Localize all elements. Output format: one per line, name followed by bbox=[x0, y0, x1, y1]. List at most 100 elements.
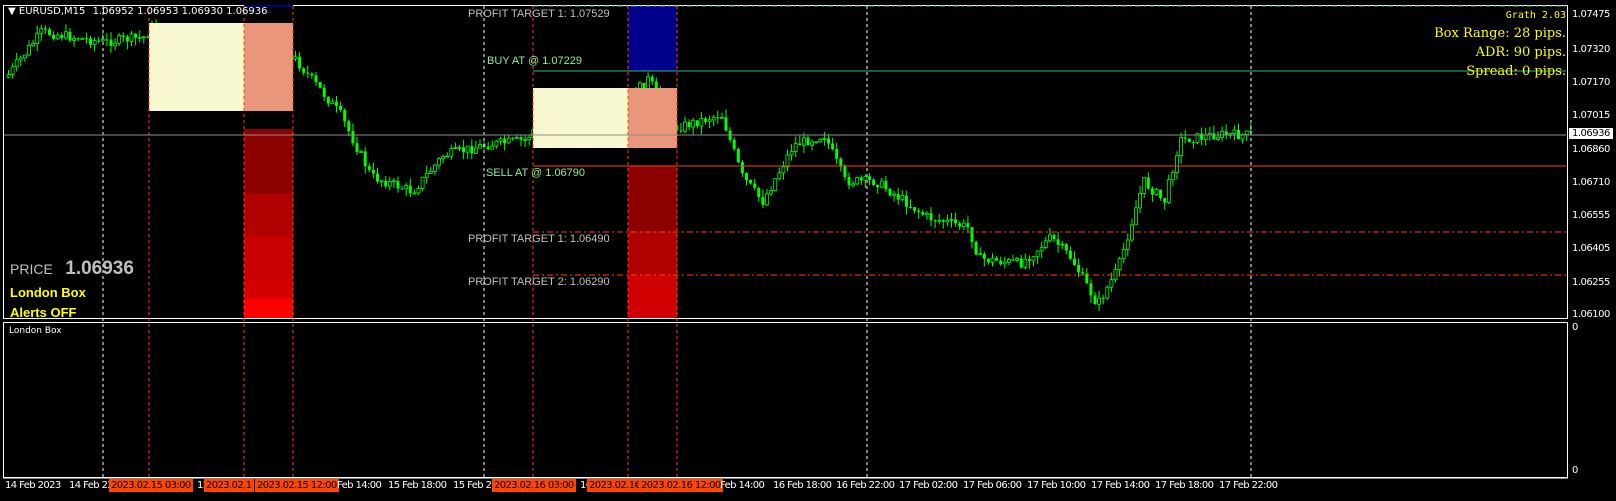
candle bbox=[511, 136, 515, 141]
candle bbox=[379, 179, 384, 187]
candle bbox=[1064, 242, 1068, 255]
candle bbox=[831, 137, 835, 151]
indicator-name: London Box bbox=[10, 285, 86, 300]
candle bbox=[1220, 126, 1224, 142]
candle bbox=[814, 141, 819, 144]
subwindow-scale-top: 0 bbox=[1572, 322, 1579, 333]
alerts-status[interactable]: Alerts OFF bbox=[10, 305, 77, 320]
candle bbox=[1171, 169, 1175, 186]
candle bbox=[1150, 186, 1154, 202]
candle bbox=[89, 35, 92, 49]
candle bbox=[1224, 124, 1228, 140]
candle bbox=[1125, 233, 1130, 257]
candle bbox=[925, 210, 929, 220]
candle bbox=[105, 33, 109, 47]
candle bbox=[876, 184, 880, 194]
candle bbox=[113, 38, 117, 51]
candle bbox=[1191, 140, 1195, 149]
time-axis-label: 17 Feb 22:00 bbox=[1219, 480, 1278, 491]
candle bbox=[835, 142, 839, 165]
candle bbox=[851, 181, 855, 188]
candle bbox=[1109, 272, 1114, 293]
price-axis-label: 1.06405 bbox=[1572, 243, 1610, 254]
candle bbox=[391, 177, 396, 189]
candle bbox=[1093, 291, 1097, 305]
candle bbox=[855, 176, 860, 186]
candle bbox=[376, 167, 379, 184]
candle bbox=[1163, 197, 1167, 210]
candle bbox=[355, 136, 359, 156]
candle bbox=[1015, 256, 1019, 263]
candle bbox=[827, 134, 830, 150]
candle bbox=[683, 116, 687, 134]
candle bbox=[48, 27, 51, 37]
candle bbox=[789, 144, 794, 161]
candle bbox=[773, 178, 778, 192]
candle bbox=[478, 139, 482, 149]
sell-zone-1 bbox=[244, 129, 293, 318]
candle bbox=[498, 136, 503, 146]
candle bbox=[1179, 132, 1183, 164]
candle bbox=[961, 219, 966, 230]
candle bbox=[1175, 151, 1179, 180]
buy-at-label: BUY AT @ 1.07229 bbox=[487, 55, 582, 67]
candle bbox=[1048, 227, 1052, 243]
candle bbox=[428, 167, 433, 174]
candle bbox=[909, 199, 912, 209]
candle bbox=[1027, 255, 1031, 269]
time-axis-label: Feb 14:00 bbox=[720, 480, 765, 491]
candle bbox=[1056, 232, 1060, 253]
candle bbox=[347, 119, 351, 137]
price-axis-label: 1.06860 bbox=[1572, 144, 1610, 155]
time-axis-label: 17 Feb 06:00 bbox=[963, 480, 1022, 491]
candle bbox=[1019, 254, 1023, 269]
candle bbox=[724, 109, 728, 132]
candle bbox=[437, 156, 441, 170]
candle bbox=[52, 31, 56, 41]
candle bbox=[687, 119, 691, 131]
candle bbox=[872, 178, 876, 187]
candle bbox=[121, 32, 125, 43]
candle bbox=[933, 219, 937, 228]
time-axis-highlight: 2023.02.1€ bbox=[587, 479, 643, 492]
candle bbox=[503, 134, 507, 151]
candle bbox=[793, 136, 798, 158]
candle bbox=[424, 165, 429, 184]
buy-zone-1 bbox=[244, 5, 293, 7]
candle bbox=[711, 114, 716, 127]
candle bbox=[137, 30, 142, 43]
candle bbox=[904, 190, 908, 215]
dropdown-triangle-icon[interactable]: ▼ bbox=[8, 6, 16, 17]
candle bbox=[1138, 186, 1142, 214]
candle bbox=[339, 101, 343, 113]
candle bbox=[1142, 176, 1147, 199]
candle bbox=[359, 149, 364, 154]
time-axis-label: 14 Feb 22 bbox=[69, 480, 114, 491]
candle bbox=[6, 70, 11, 79]
candle bbox=[523, 135, 527, 147]
time-axis-label: 15 Feb 22 bbox=[453, 480, 498, 491]
candle bbox=[109, 32, 113, 53]
indicator-subwindow[interactable]: London Box bbox=[3, 322, 1568, 478]
candle bbox=[519, 134, 523, 147]
candle bbox=[970, 226, 974, 249]
candle bbox=[326, 96, 330, 107]
candle bbox=[129, 30, 134, 47]
candle bbox=[1002, 256, 1007, 269]
candle bbox=[1043, 236, 1048, 250]
candle bbox=[736, 147, 740, 164]
candle bbox=[432, 163, 437, 176]
time-axis-label: 14 Feb 2023 bbox=[5, 480, 61, 491]
candle bbox=[913, 206, 917, 214]
price-axis-label: 1.06555 bbox=[1572, 210, 1610, 221]
time-axis-highlight: 2023.02.15 12:00 bbox=[255, 479, 339, 492]
candle bbox=[785, 149, 790, 172]
candle bbox=[412, 189, 417, 195]
london-box-2-breakout bbox=[628, 88, 677, 148]
price-panel: PRICE 1.06936 bbox=[10, 258, 134, 280]
candle bbox=[55, 32, 60, 40]
candle bbox=[445, 152, 450, 158]
candle bbox=[1077, 258, 1081, 278]
candle bbox=[1097, 290, 1101, 312]
